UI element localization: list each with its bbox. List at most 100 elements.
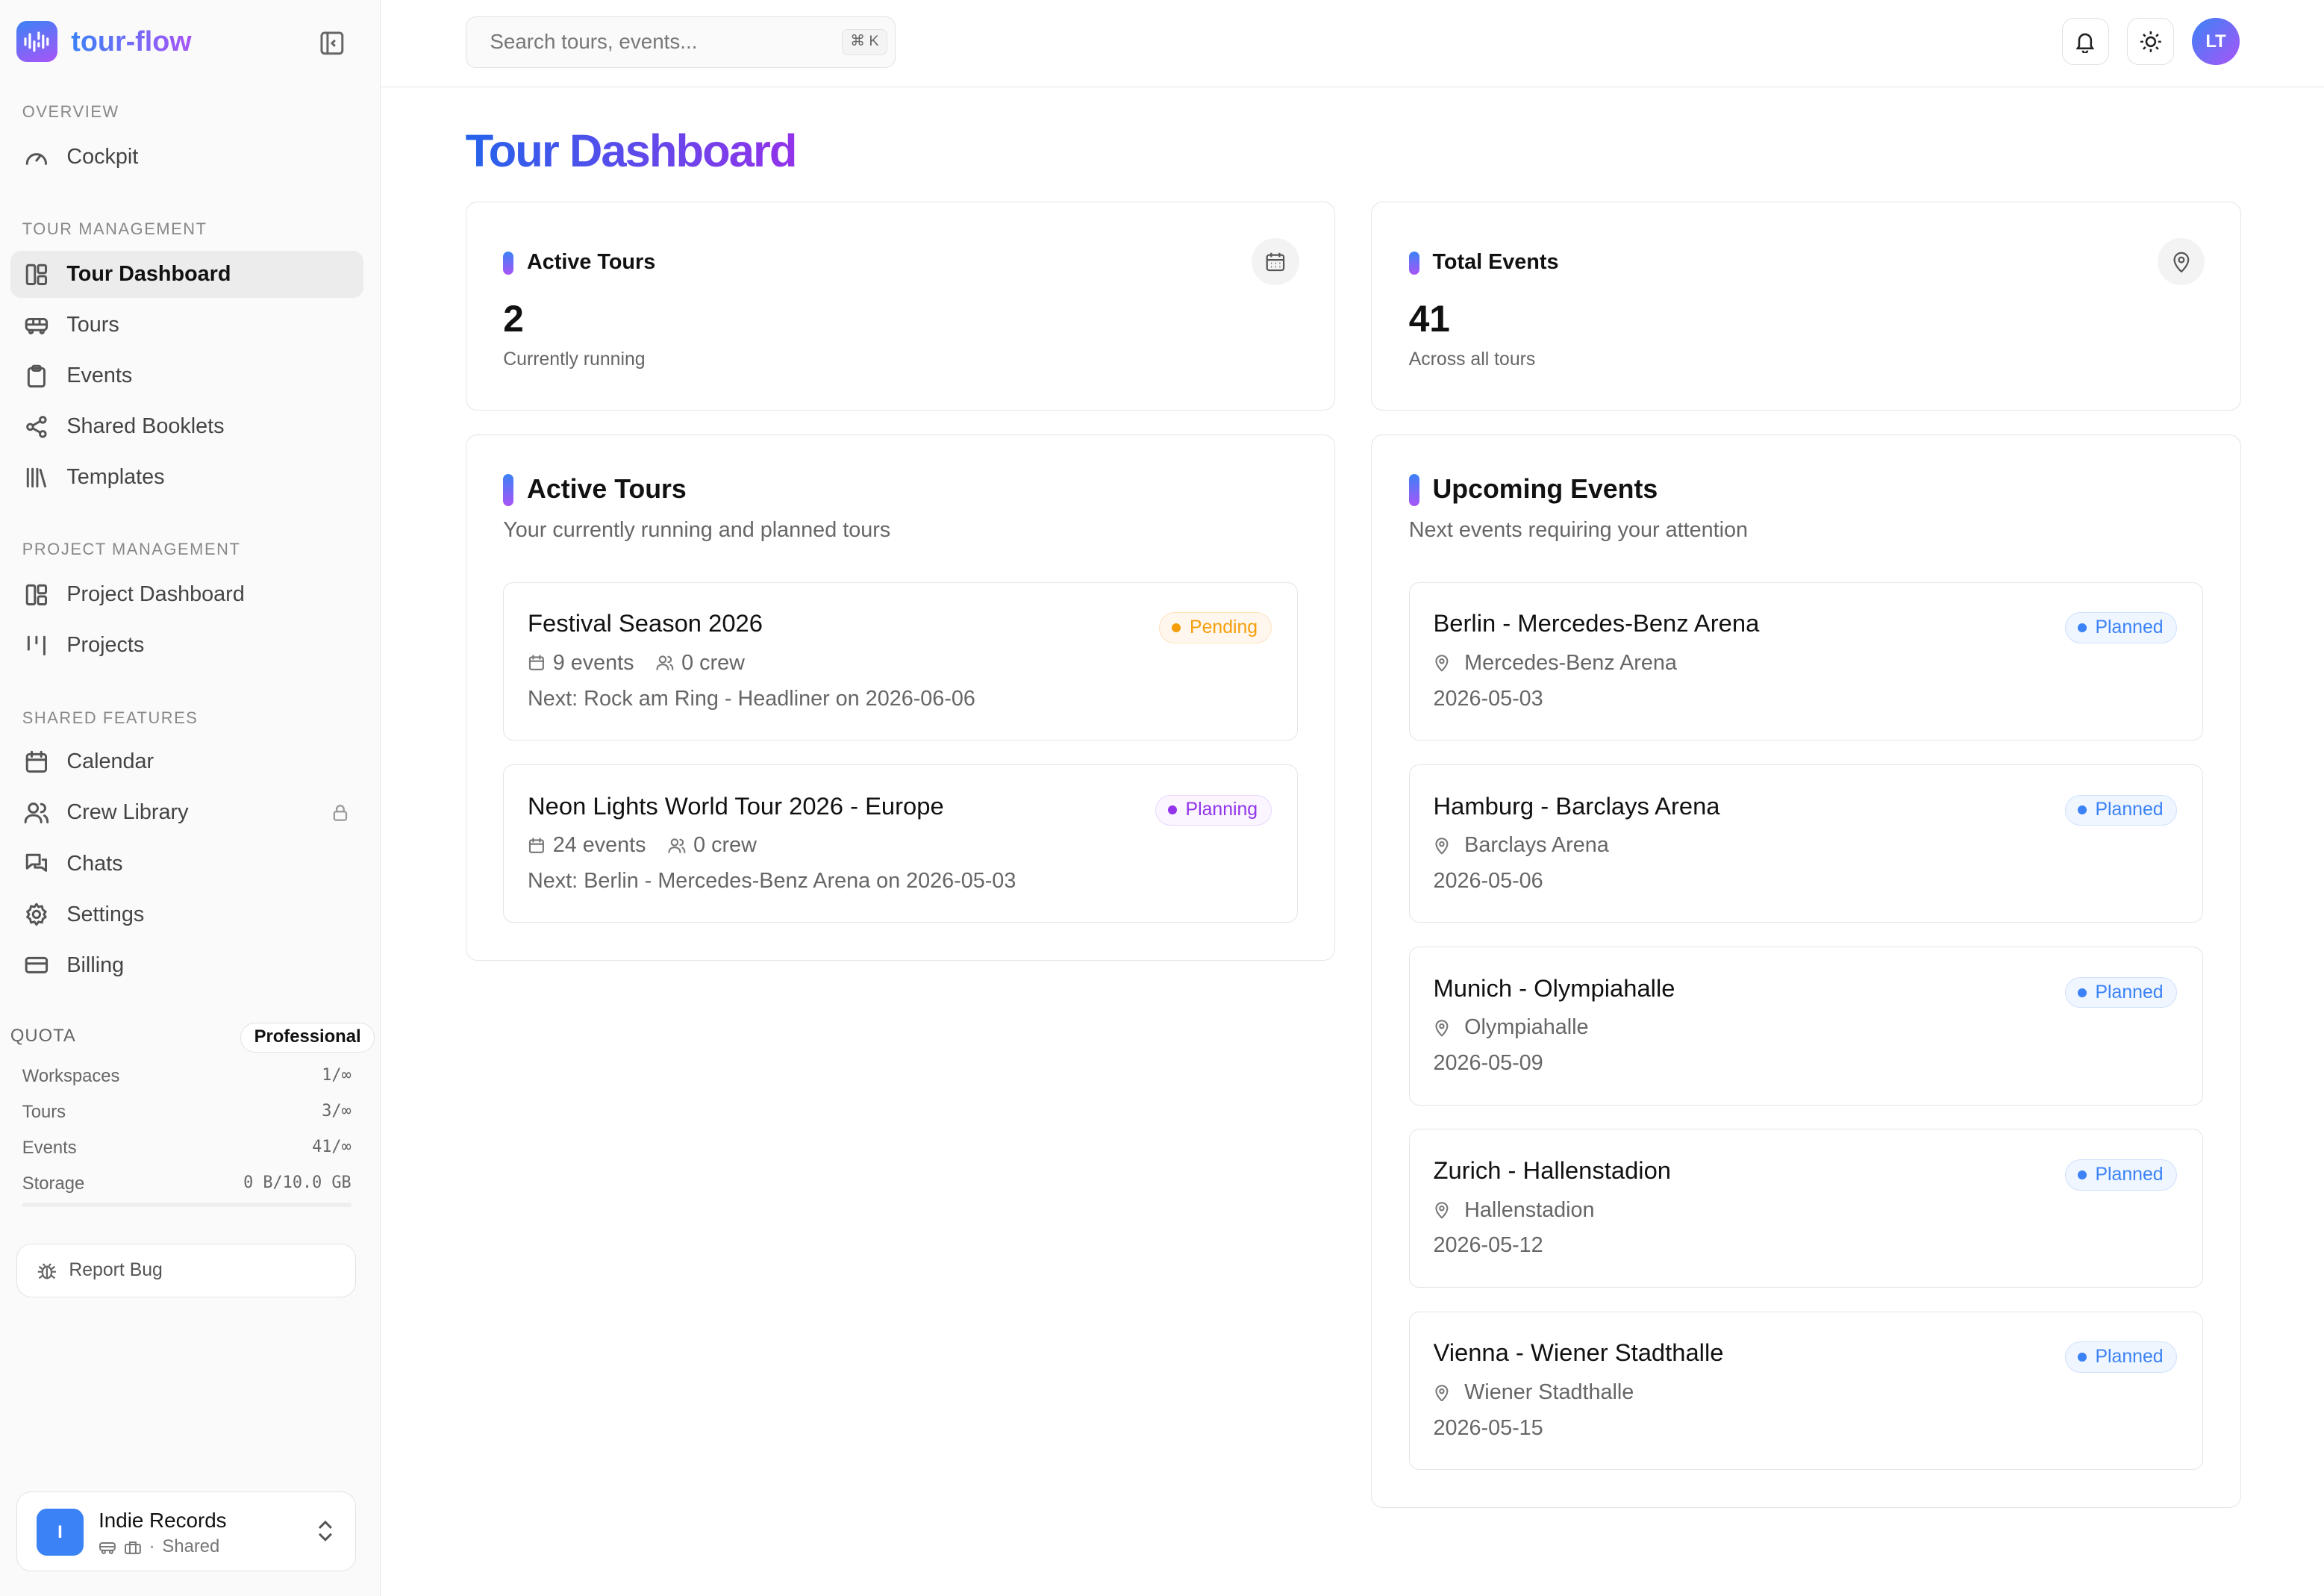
section-subtitle: Next events requiring your attention xyxy=(1408,518,1749,543)
sidebar-item-label: Projects xyxy=(66,632,145,657)
quota-value: 41/∞ xyxy=(312,1138,352,1157)
sidebar-item-label: Settings xyxy=(66,902,145,926)
library-icon xyxy=(26,467,46,487)
status-dot xyxy=(1172,623,1181,633)
status-dot xyxy=(1167,805,1177,815)
event-date: 2026-05-09 xyxy=(1433,1051,1543,1076)
event-name: Munich - Olympiahalle xyxy=(1433,973,1675,1002)
map-pin-icon xyxy=(1435,1202,1449,1219)
status-text: Planned xyxy=(2095,799,2164,820)
event-card[interactable]: Zurich - Hallenstadion Planned Hallensta… xyxy=(1408,1129,2204,1288)
tour-card[interactable]: Festival Season 2026 Pending 9 events 0 c… xyxy=(503,582,1298,741)
quota-title: QUOTA xyxy=(10,1026,76,1047)
event-count: 9 events xyxy=(552,650,634,675)
sidebar-item-billing[interactable]: Billing xyxy=(10,942,363,990)
status-dot xyxy=(2077,1170,2087,1179)
status-badge: Planned xyxy=(2064,794,2178,826)
notifications-button[interactable] xyxy=(2061,17,2110,66)
section-label: OVERVIEW xyxy=(22,102,119,122)
active-tours-panel: Active Tours Your currently running and … xyxy=(465,434,1336,961)
bus-icon xyxy=(99,1542,116,1554)
sidebar-item-events[interactable]: Events xyxy=(10,352,363,400)
status-badge: Planned xyxy=(2064,1341,2178,1374)
event-date: 2026-05-12 xyxy=(1433,1233,1543,1258)
workspace-switcher[interactable]: I Indie Records · Shared xyxy=(16,1491,356,1572)
quota-label: Workspaces xyxy=(22,1065,120,1086)
event-date: 2026-05-03 xyxy=(1433,686,1543,711)
quota-row: Workspaces 1/∞ xyxy=(22,1066,352,1087)
event-date: 2026-05-15 xyxy=(1433,1415,1543,1440)
status-badge: Planned xyxy=(2064,976,2178,1009)
quota-label: Tours xyxy=(22,1101,66,1122)
event-card[interactable]: Vienna - Wiener Stadthalle Planned Wiene… xyxy=(1408,1311,2204,1471)
section-label: SHARED FEATURES xyxy=(22,708,199,728)
quota-label: Storage xyxy=(22,1173,85,1194)
next-event: Next: Berlin - Mercedes-Benz Arena on 20… xyxy=(528,868,1016,893)
section-title: Active Tours xyxy=(527,473,687,504)
tour-card[interactable]: Neon Lights World Tour 2026 - Europe Pla… xyxy=(503,764,1298,923)
users-icon xyxy=(668,838,686,853)
calendar-icon xyxy=(528,655,544,671)
sidebar-item-project-dashboard[interactable]: Project Dashboard xyxy=(10,571,363,619)
sidebar-item-crew-library[interactable]: Crew Library xyxy=(10,789,363,837)
sidebar-item-label: Templates xyxy=(66,465,165,490)
sidebar-item-chats[interactable]: Chats xyxy=(10,840,363,888)
crew-count: 0 crew xyxy=(681,650,745,675)
status-dot xyxy=(2077,805,2087,815)
accent-bar xyxy=(1408,473,1419,507)
quota-row: Events 41/∞ xyxy=(22,1138,352,1159)
quota-row: Storage 0 B/10.0 GB xyxy=(22,1173,352,1194)
status-text: Planning xyxy=(1185,799,1258,820)
search-box[interactable]: ⌘ K xyxy=(465,16,896,69)
event-venue: Mercedes-Benz Arena xyxy=(1464,650,1677,675)
event-card[interactable]: Munich - Olympiahalle Planned Olympiahal… xyxy=(1408,947,2204,1106)
bug-icon xyxy=(37,1263,56,1279)
sidebar-item-label: Tours xyxy=(66,313,119,337)
sidebar-item-tour-dashboard[interactable]: Tour Dashboard xyxy=(10,250,363,299)
quota-value: 1/∞ xyxy=(322,1065,352,1085)
status-badge: Planning xyxy=(1155,794,1272,826)
sidebar-item-shared-booklets[interactable]: Shared Booklets xyxy=(10,403,363,451)
sidebar-item-projects[interactable]: Projects xyxy=(10,622,363,670)
chat-icon xyxy=(25,853,47,872)
sidebar-item-calendar[interactable]: Calendar xyxy=(10,738,363,786)
event-venue-row: Olympiahalle xyxy=(1433,1015,1589,1040)
logo-icon xyxy=(16,20,58,63)
report-bug-button[interactable]: Report Bug xyxy=(16,1244,356,1297)
workspace-sub: Shared xyxy=(162,1536,220,1557)
event-card[interactable]: Hamburg - Barclays Arena Planned Barclay… xyxy=(1408,764,2204,923)
tour-name: Festival Season 2026 xyxy=(528,609,763,638)
sun-icon xyxy=(2140,31,2161,52)
calendar-icon xyxy=(25,750,47,773)
sidebar-item-label: Billing xyxy=(66,953,125,977)
bus-icon xyxy=(25,317,48,334)
workspace-meta: · Shared xyxy=(99,1536,219,1557)
theme-toggle-button[interactable] xyxy=(2126,17,2175,66)
plan-badge: Professional xyxy=(240,1023,375,1053)
gear-icon xyxy=(25,903,47,926)
status-text: Planned xyxy=(2095,1165,2164,1185)
sidebar-item-label: Chats xyxy=(66,851,123,876)
calendar-icon xyxy=(528,837,544,853)
sidebar-item-cockpit[interactable]: Cockpit xyxy=(10,134,363,181)
section-subtitle: Your currently running and planned tours xyxy=(503,518,891,543)
tour-meta: 24 events 0 crew xyxy=(528,833,757,858)
event-card[interactable]: Berlin - Mercedes-Benz Arena Planned Mer… xyxy=(1408,582,2204,741)
sidebar-item-tours[interactable]: Tours xyxy=(10,302,363,349)
workspace-avatar: I xyxy=(36,1508,84,1556)
sidebar-item-templates[interactable]: Templates xyxy=(10,454,363,502)
collapse-sidebar-button[interactable] xyxy=(319,30,346,57)
brand[interactable]: tour-flow xyxy=(16,20,192,63)
map-pin-icon xyxy=(1435,837,1449,855)
user-avatar[interactable]: LT xyxy=(2192,17,2240,66)
event-venue-row: Barclays Arena xyxy=(1433,833,1609,858)
chevrons-up-down-icon xyxy=(318,1520,332,1542)
event-venue-row: Hallenstadion xyxy=(1433,1198,1595,1223)
report-bug-label: Report Bug xyxy=(69,1259,163,1280)
share-icon xyxy=(25,415,47,438)
sidebar-item-settings[interactable]: Settings xyxy=(10,891,363,938)
status-text: Planned xyxy=(2095,1347,2164,1368)
tour-meta: 9 events 0 crew xyxy=(528,651,745,676)
event-date: 2026-05-06 xyxy=(1433,868,1543,893)
search-input[interactable] xyxy=(490,16,816,66)
